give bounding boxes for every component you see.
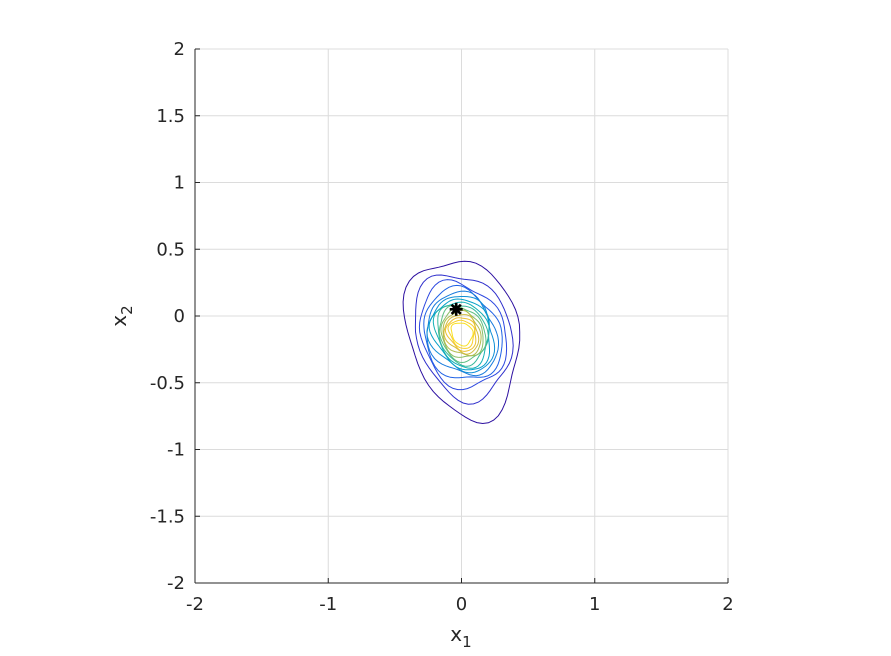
- x-tick-label: -1: [319, 594, 337, 615]
- axes: [194, 48, 729, 584]
- x-tick-label: 0: [456, 594, 467, 615]
- y-tick-label: 0: [174, 306, 185, 327]
- y-tick-label: -0.5: [150, 373, 185, 394]
- x-axis-label-main: x: [450, 622, 462, 646]
- contour-line: [428, 298, 490, 371]
- y-tick-label: -1: [167, 440, 185, 461]
- x-tick-labels: -2 -1 0 1 2: [186, 594, 734, 615]
- contour-line: [423, 284, 503, 379]
- contour-line: [402, 260, 521, 425]
- y-tick-labels: -2 -1.5 -1 -0.5 0 0.5 1 1.5 2: [150, 39, 185, 594]
- y-tick-label: 0.5: [156, 239, 185, 260]
- contour-line: [442, 309, 482, 357]
- contour-lines: [402, 260, 521, 425]
- contour-line: [444, 317, 477, 352]
- peak-marker-star: [449, 302, 463, 316]
- peak-marker: [449, 302, 463, 316]
- contour-line: [443, 314, 480, 355]
- y-axis-label: x2: [107, 305, 136, 326]
- contour-line: [414, 274, 514, 405]
- contour-line: [426, 296, 496, 374]
- x-tick-label: 1: [589, 594, 600, 615]
- y-axis-label-subscript: 2: [118, 305, 136, 315]
- y-tick-label: 2: [174, 39, 185, 60]
- grid-lines: [194, 48, 729, 584]
- y-axis-label-main: x: [107, 315, 131, 327]
- contour-line: [418, 279, 508, 391]
- x-tick-label: 2: [722, 594, 733, 615]
- y-tick-label: -2: [167, 573, 185, 594]
- y-tick-label: 1.5: [156, 106, 185, 127]
- contour-line: [432, 301, 490, 369]
- x-axis-label-subscript: 1: [462, 633, 472, 651]
- contour-line: [447, 319, 476, 349]
- y-tick-label: -1.5: [150, 506, 185, 527]
- y-tick-label: 1: [174, 173, 185, 194]
- x-tick-label: -2: [186, 594, 204, 615]
- contour-line: [437, 305, 489, 367]
- peak-marker-core: [452, 305, 460, 313]
- x-axis-label: x1: [450, 622, 471, 651]
- contour-line: [450, 322, 474, 347]
